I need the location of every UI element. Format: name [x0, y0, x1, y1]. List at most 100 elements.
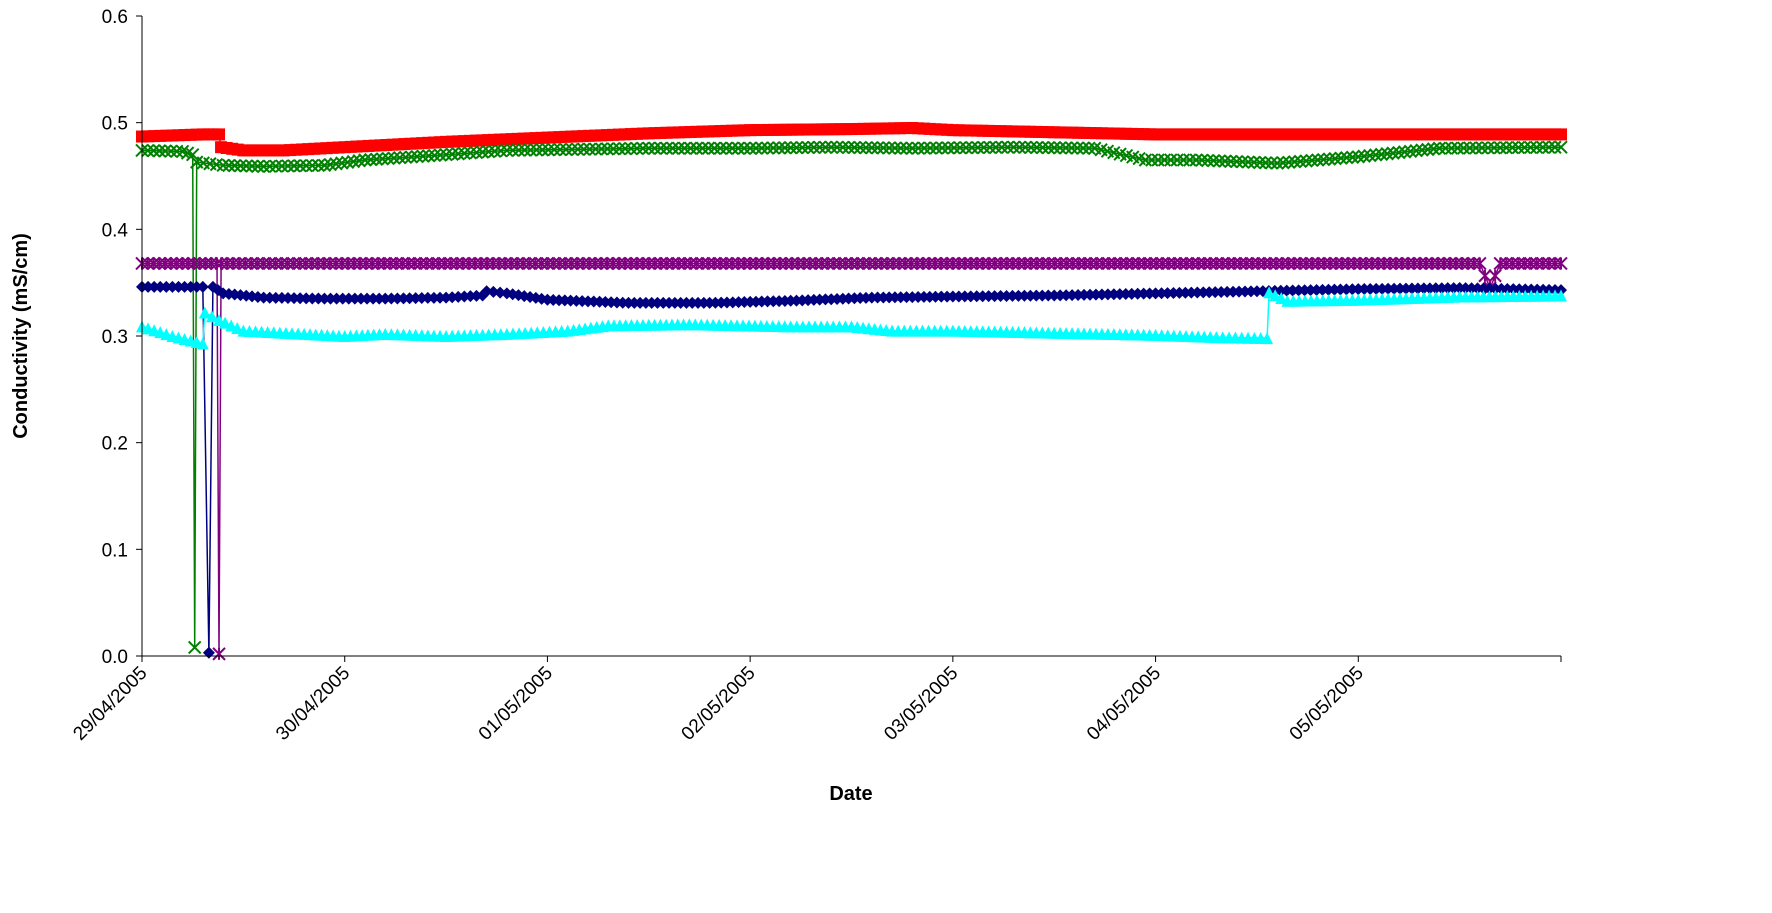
data-point: [1437, 256, 1451, 271]
data-point: [749, 141, 763, 155]
data-point: [361, 292, 374, 305]
data-point: [841, 140, 856, 155]
data-point: [618, 141, 632, 156]
data-point: [958, 256, 972, 271]
data-point: [311, 158, 326, 173]
data-point: [383, 256, 397, 271]
data-point: [783, 141, 798, 155]
data-point: [395, 256, 410, 271]
data-point: [779, 256, 793, 271]
data-point: [1397, 145, 1412, 159]
data-point: [812, 140, 827, 155]
data-point: [731, 256, 745, 271]
data-point: [1341, 256, 1355, 271]
data-point: [401, 256, 416, 271]
data-point: [1065, 256, 1080, 271]
data-point: [1270, 156, 1284, 170]
data-point: [1438, 141, 1453, 155]
x-tick-label: 01/05/2005: [475, 663, 557, 745]
data-point: [859, 140, 873, 155]
data-point: [1095, 256, 1110, 271]
data-point: [737, 256, 751, 271]
data-point: [976, 256, 990, 271]
data-point: [570, 256, 584, 271]
data-point: [198, 306, 211, 319]
data-point: [1064, 141, 1079, 155]
data-point: [1247, 155, 1261, 169]
data-point: [1481, 141, 1495, 155]
data-point: [335, 156, 349, 170]
data-point: [213, 128, 226, 141]
data-point: [1377, 256, 1391, 271]
data-point: [1179, 256, 1194, 271]
data-point: [1347, 256, 1361, 271]
data-point: [1419, 256, 1433, 271]
data-point: [876, 141, 891, 155]
data-point: [146, 256, 161, 271]
data-point: [1275, 291, 1288, 304]
data-point: [1195, 153, 1209, 167]
data-point: [801, 140, 815, 155]
data-point: [850, 256, 865, 271]
data-point: [1542, 256, 1556, 271]
data-point: [419, 256, 434, 271]
data-point: [181, 256, 195, 271]
data-point: [1392, 145, 1406, 160]
data-point: [169, 256, 184, 271]
data-point: [882, 141, 896, 155]
data-point: [329, 256, 343, 271]
data-point: [462, 256, 476, 271]
data-point: [862, 256, 877, 271]
data-point: [1413, 256, 1427, 271]
data-point: [940, 256, 954, 271]
data-point: [293, 159, 307, 173]
data-point: [853, 140, 867, 155]
x-tick-label: 29/04/2005: [69, 663, 151, 745]
data-point: [1209, 256, 1224, 271]
data-point: [994, 256, 1008, 271]
data-point: [1076, 141, 1090, 155]
data-point: [158, 144, 172, 158]
data-point: [216, 158, 230, 173]
data-point: [1241, 155, 1255, 169]
data-point: [1024, 140, 1038, 155]
data-point: [1227, 256, 1242, 271]
data-point: [1334, 151, 1348, 165]
data-point: [172, 280, 185, 293]
data-point: [148, 280, 161, 293]
data-point: [1229, 154, 1244, 169]
data-point: [347, 256, 361, 271]
data-point: [546, 256, 561, 271]
data-point: [982, 256, 996, 271]
data-point: [280, 256, 295, 271]
data-point: [1024, 256, 1038, 271]
data-point: [874, 256, 889, 271]
data-point: [952, 256, 966, 271]
data-point: [868, 256, 883, 271]
data-point: [381, 151, 395, 166]
data-point: [1456, 141, 1471, 155]
data-point: [659, 141, 674, 155]
data-point: [836, 140, 850, 155]
data-point: [1047, 256, 1062, 271]
data-point: [1488, 269, 1502, 283]
data-point: [731, 141, 745, 155]
data-point: [875, 122, 888, 135]
data-point: [340, 155, 355, 169]
data-point: [1282, 155, 1296, 169]
data-point: [737, 141, 751, 155]
data-point: [1493, 256, 1507, 271]
y-tick-label: 0.0: [102, 647, 128, 668]
data-point: [1047, 141, 1061, 155]
data-point: [1523, 256, 1538, 271]
data-point: [387, 151, 401, 165]
data-point: [1554, 140, 1568, 154]
series-1: [135, 140, 1568, 655]
data-point: [141, 143, 155, 158]
data-point: [498, 256, 512, 271]
data-point: [1035, 140, 1050, 155]
data-point: [222, 158, 236, 173]
data-point: [1363, 148, 1377, 163]
data-point: [1293, 154, 1308, 169]
data-point: [292, 256, 307, 271]
